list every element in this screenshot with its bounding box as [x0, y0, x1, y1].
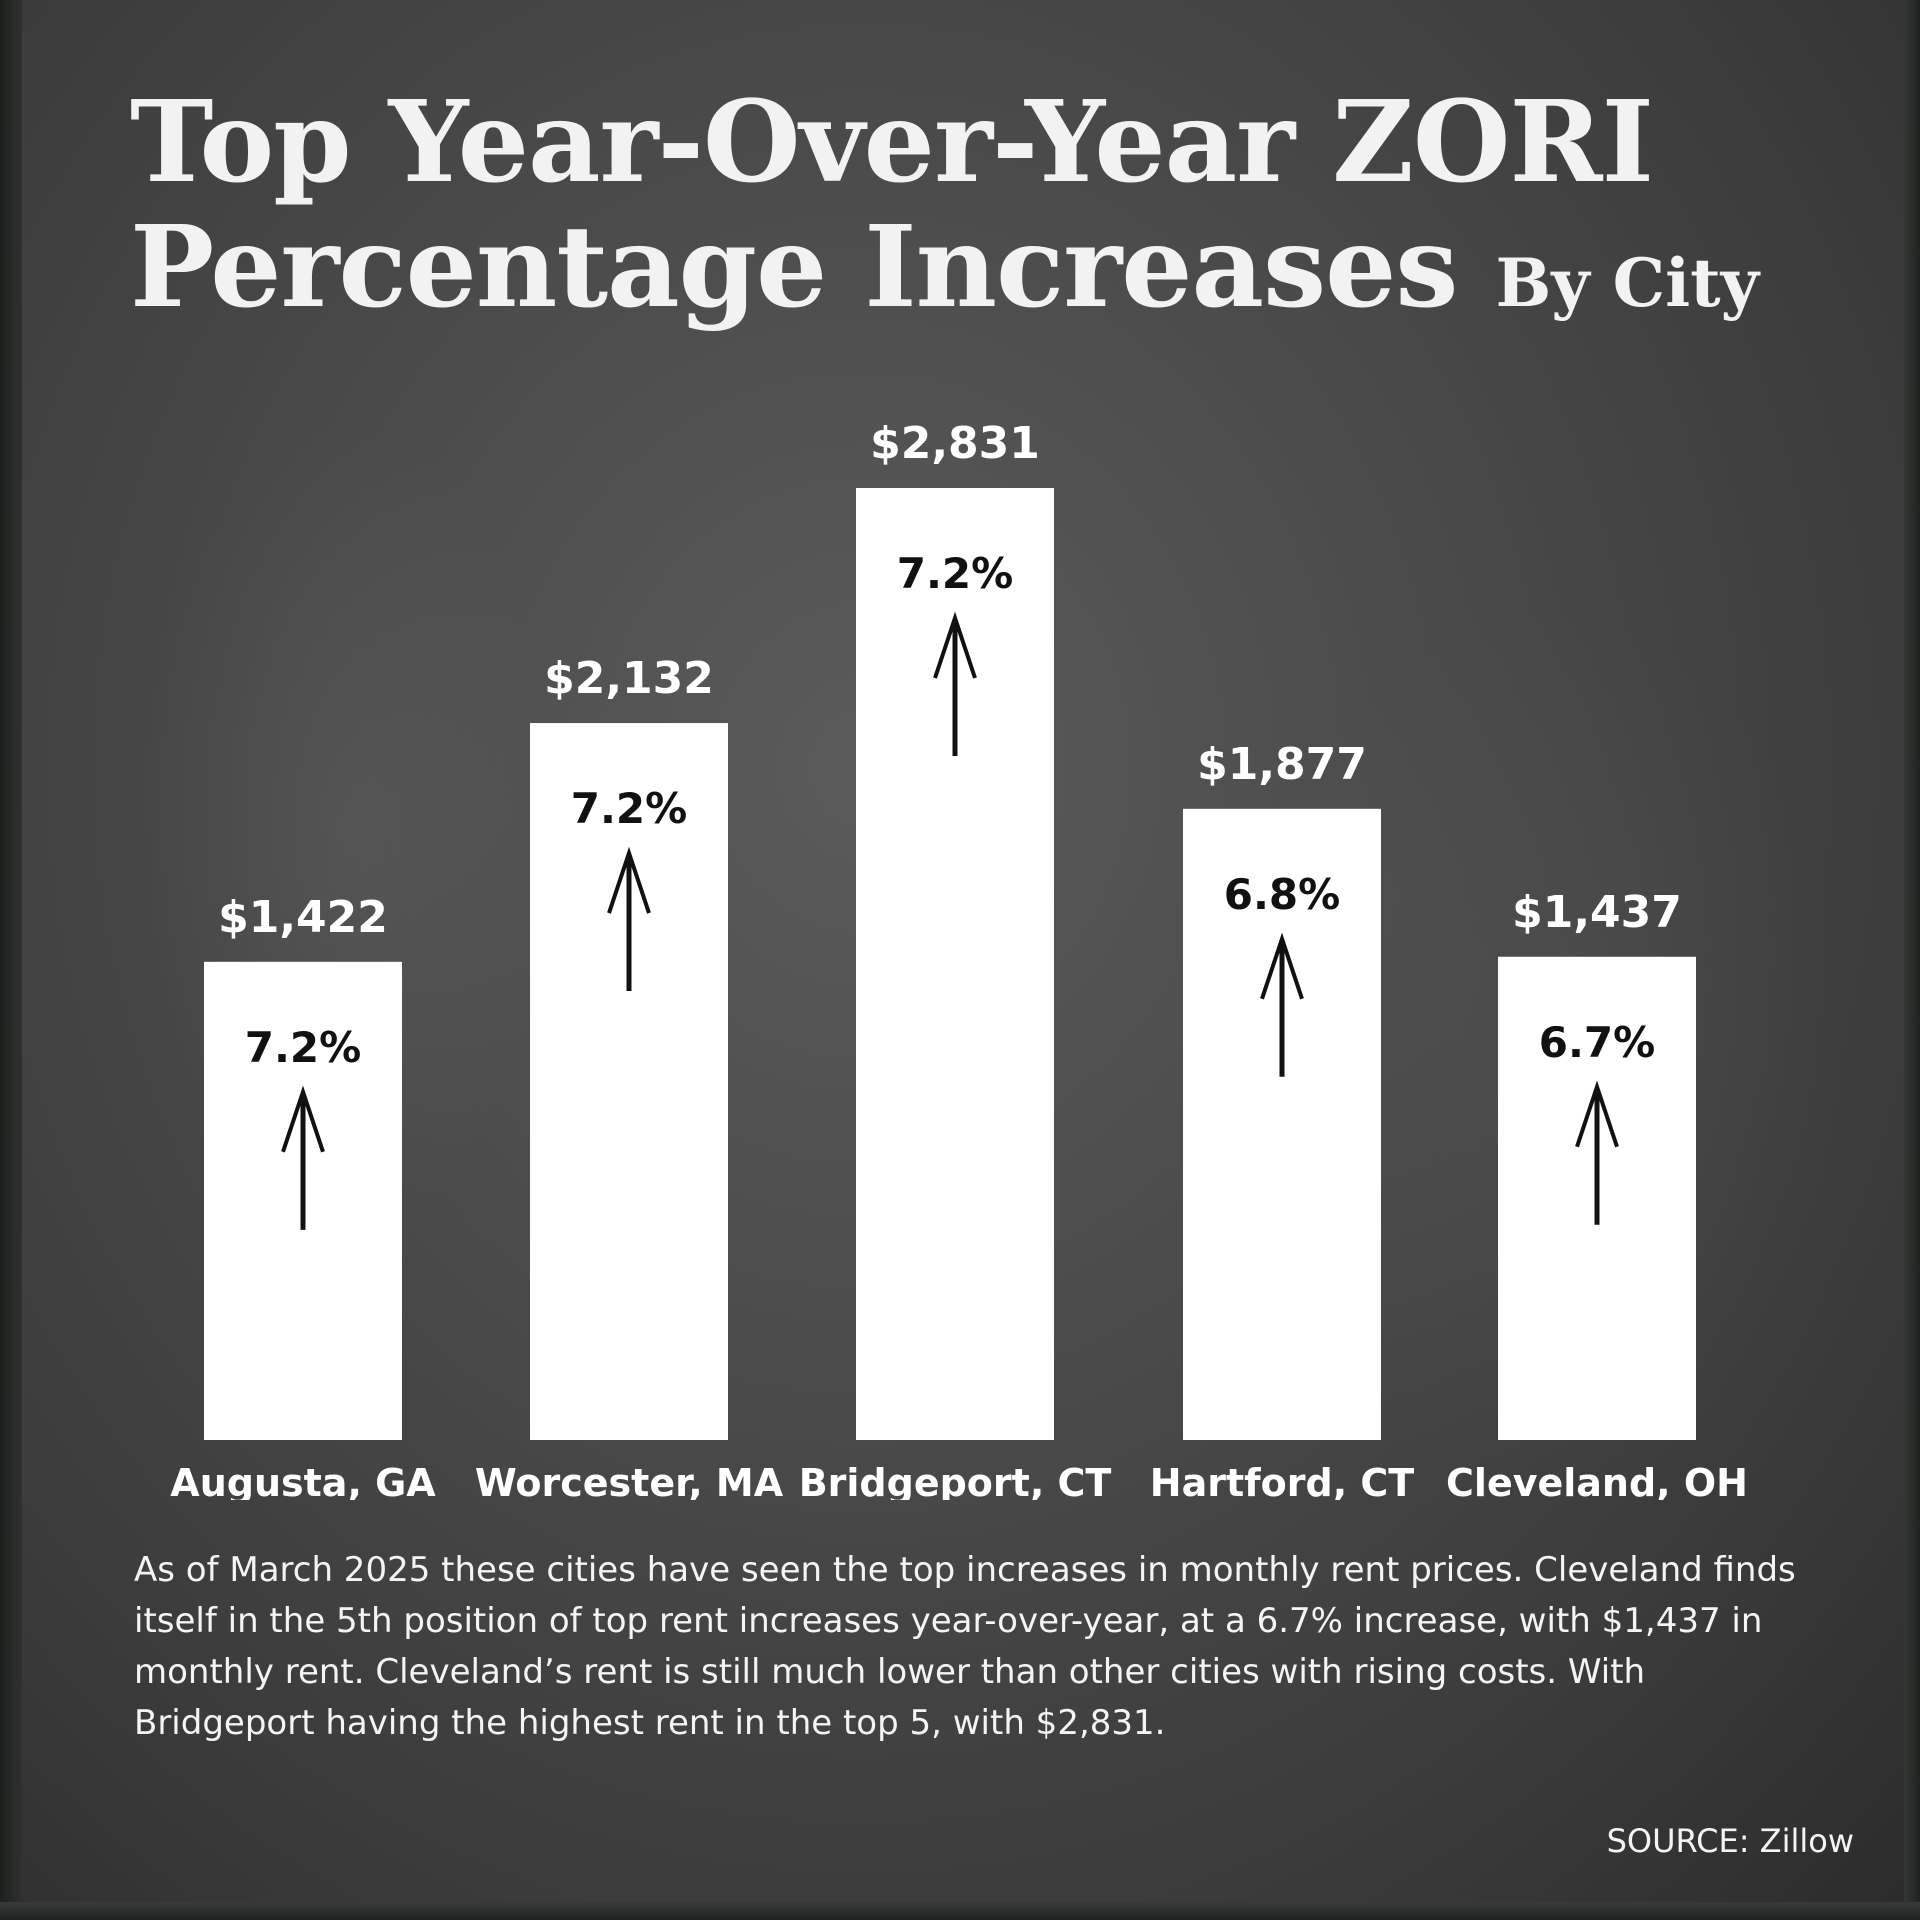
bar-value-label: $1,877: [1197, 739, 1367, 790]
bar-percent-label: 6.8%: [1224, 870, 1340, 919]
source-note: SOURCE: Zillow: [1606, 1822, 1854, 1860]
chart-description: As of March 2025 these cities have seen …: [134, 1550, 1796, 1743]
bar-value-label: $1,422: [218, 892, 388, 943]
bar-percent-label: 7.2%: [245, 1023, 361, 1072]
category-label: Worcester, MA: [475, 1461, 784, 1500]
category-label: Hartford, CT: [1150, 1461, 1414, 1500]
up-arrow-icon: [1575, 1080, 1619, 1225]
bar: [1183, 808, 1381, 1440]
category-label: Cleveland, OH: [1446, 1461, 1748, 1500]
arrow-head: [1260, 932, 1304, 1000]
arrow-head: [1575, 1080, 1619, 1148]
bar-value-label: $2,132: [544, 653, 714, 704]
bar-percent-label: 6.7%: [1539, 1018, 1655, 1067]
category-label: Bridgeport, CT: [799, 1461, 1112, 1500]
up-arrow-icon: [281, 1085, 325, 1230]
arrow-head: [281, 1085, 325, 1153]
up-arrow-icon: [607, 846, 651, 992]
arrow-head: [607, 846, 651, 914]
bar-percent-label: 7.2%: [571, 784, 687, 833]
bar-chart: $1,422 7.2% Augusta, GA $2,132 7.2% Worcester…: [170, 418, 1748, 1500]
up-arrow-icon: [933, 611, 977, 756]
chart-subtitle: By City: [1495, 244, 1760, 323]
category-label: Augusta, GA: [170, 1461, 436, 1500]
bottom-border: [0, 1902, 1920, 1920]
title-line-2-text: Percentage Increases: [130, 202, 1458, 334]
bar-value-label: $1,437: [1512, 887, 1682, 938]
arrow-head: [933, 611, 977, 679]
bar: [530, 723, 728, 1440]
bar-percent-label: 7.2%: [897, 549, 1013, 598]
title-line-2: Percentage Increases By City: [130, 205, 1830, 330]
up-arrow-icon: [1260, 932, 1304, 1077]
chart-title: Top Year-Over-Year ZORI Percentage Incre…: [130, 80, 1830, 331]
bar-value-label: $2,831: [870, 418, 1040, 469]
title-line-1: Top Year-Over-Year ZORI: [130, 77, 1654, 208]
